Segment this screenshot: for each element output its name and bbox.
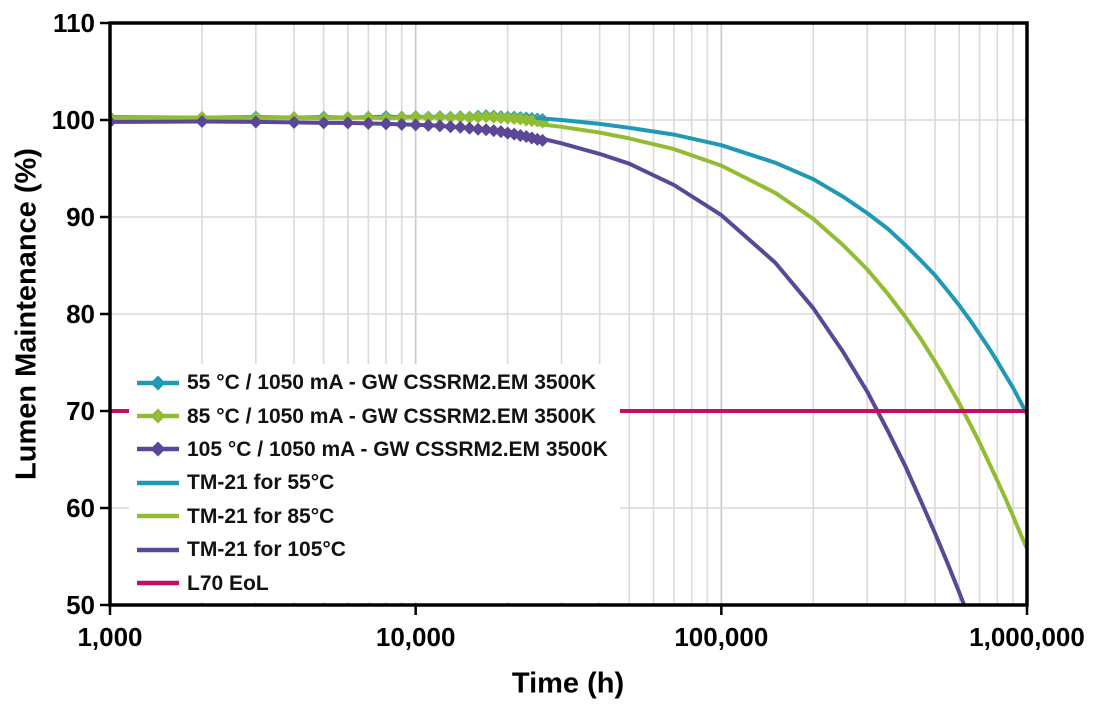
diamond-marker [317,116,331,130]
chart-legend: 55 °C / 1050 mA - GW CSSRM2.EM 3500K 85 °… [129,364,620,602]
series-4 [535,121,1027,551]
legend-item: 105 °C / 1050 mA - GW CSSRM2.EM 3500K [136,433,608,466]
y-tick-label: 110 [53,8,95,38]
diamond-marker [443,120,457,134]
diamond-marker [479,110,493,124]
diamond-marker [395,117,409,131]
diamond-marker [501,111,515,125]
axis-ticks: 50 60 70 80 90 100 110 1,000 10,000 100,000 1,000,… [52,8,1085,652]
diamond-marker [433,110,447,124]
diamond-marker [409,110,423,124]
diamond-marker [471,122,485,136]
series-2 [110,114,550,147]
diamond-marker [421,118,435,132]
legend-swatch-line-diamond-icon [137,375,179,391]
diamond-marker [249,115,263,129]
legend-label: 105 °C / 1050 mA - GW CSSRM2.EM 3500K [187,437,608,461]
series-line [535,116,1027,416]
legend-label: 85 °C / 1050 mA - GW CSSRM2.EM 3500K [187,404,597,428]
legend-swatch-line-icon [137,514,179,519]
y-tick-label: 80 [66,299,95,329]
x-tick-label: 10,000 [376,622,456,652]
diamond-marker [195,114,209,128]
diamond-marker [361,116,375,130]
diamond-marker [462,121,476,135]
legend-swatch-line-icon [137,547,179,552]
series-3 [535,116,1027,416]
diamond-marker [379,117,393,131]
diamond-marker [453,120,467,134]
legend-label: TM-21 for 105°C [187,538,346,562]
legend-swatch-line-icon [137,580,179,586]
series-line [535,135,967,605]
legend-item: 55 °C / 1050 mA - GW CSSRM2.EM 3500K [136,366,608,399]
diamond-marker [409,118,423,132]
legend-label: TM-21 for 85°C [187,504,335,528]
legend-swatch-line-icon [137,480,179,486]
legend-item: TM-21 for 55°C [136,466,608,499]
diamond-marker [462,111,476,125]
legend-label: TM-21 for 55°C [187,471,335,495]
legend-swatch-line-diamond-icon [137,408,179,424]
series-line [535,121,1027,551]
legend-label: L70 EoL [187,571,269,595]
diamond-marker [395,111,409,125]
diamond-marker [341,116,355,130]
y-tick-label: 70 [66,396,95,426]
legend-swatch-line-diamond-icon [137,441,179,457]
y-tick-label: 90 [66,202,95,232]
y-axis-title: Lumen Maintenance (%) [10,148,43,480]
series-5 [535,135,967,605]
x-tick-label: 1,000 [77,622,142,652]
plot-frame [108,21,1029,607]
diamond-marker [479,123,493,137]
diamond-marker [443,111,457,125]
diamond-marker [471,110,485,124]
x-tick-label: 100,000 [674,622,768,652]
legend-label: 55 °C / 1050 mA - GW CSSRM2.EM 3500K [187,371,597,395]
diamond-marker [501,126,515,140]
legend-item: L70 EoL [136,566,608,599]
diamond-marker [421,111,435,125]
x-tick-label: 1,000,000 [969,622,1085,652]
y-tick-label: 50 [66,590,95,620]
y-tick-label: 60 [66,493,95,523]
legend-item: TM-21 for 105°C [136,533,608,566]
diamond-marker [487,110,501,124]
legend-item: 85 °C / 1050 mA - GW CSSRM2.EM 3500K [136,399,608,432]
diamond-marker [453,110,467,124]
y-tick-label: 100 [52,105,95,135]
legend-item: TM-21 for 85°C [136,500,608,533]
diamond-marker [433,119,447,133]
diamond-marker [287,115,301,129]
x-axis-title: Time (h) [511,667,625,700]
